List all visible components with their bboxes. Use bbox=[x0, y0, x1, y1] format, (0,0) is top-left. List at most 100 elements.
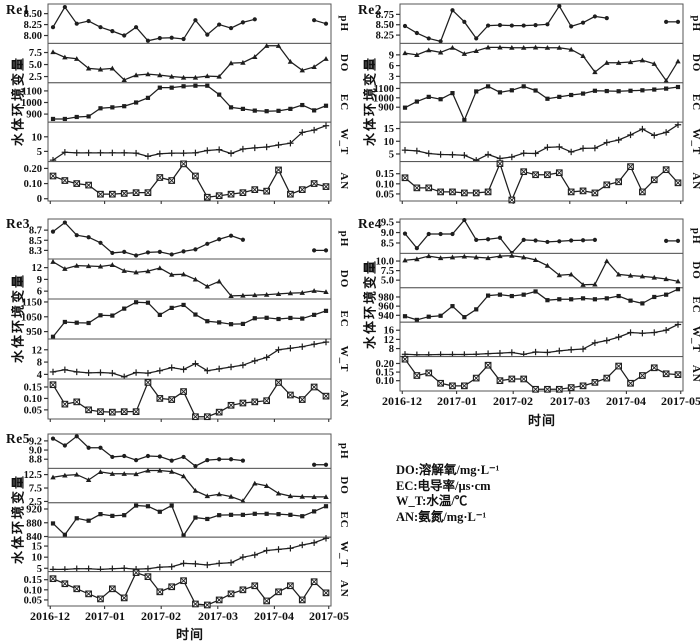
y-tick-label: 980 bbox=[378, 292, 394, 303]
y-tick-label: 880 bbox=[26, 518, 42, 529]
subchart-frame bbox=[48, 4, 331, 43]
data-point-square bbox=[87, 321, 91, 325]
y-tick-label: 2.5 bbox=[29, 72, 42, 83]
y-axis-label-re5: 水体环境变量 bbox=[8, 474, 27, 564]
x-tick-label: 2016-12 bbox=[382, 394, 422, 409]
subchart-unit-label: EC bbox=[338, 94, 350, 111]
data-point-circle bbox=[510, 23, 514, 27]
y-tick-label: 0 bbox=[37, 194, 42, 205]
y-tick-label: 920 bbox=[26, 504, 42, 515]
data-point-square bbox=[288, 513, 292, 517]
data-point-circle bbox=[545, 240, 549, 244]
data-point-circle bbox=[98, 446, 102, 450]
data-point-circle bbox=[134, 25, 138, 29]
data-point-square bbox=[439, 314, 443, 318]
data-point-square bbox=[193, 312, 197, 316]
data-point-circle bbox=[87, 446, 91, 450]
data-point-square bbox=[676, 85, 680, 89]
y-tick-label: 0.20 bbox=[24, 164, 42, 175]
subchart-unit-label: DO bbox=[690, 54, 700, 73]
data-point-circle bbox=[122, 454, 126, 458]
data-point-square bbox=[146, 96, 150, 100]
data-point-square bbox=[122, 104, 126, 108]
subchart-unit-label: W_T bbox=[338, 346, 350, 373]
data-point-circle bbox=[87, 235, 91, 239]
data-point-square bbox=[640, 88, 644, 92]
data-point-circle bbox=[63, 443, 67, 447]
data-point-square bbox=[276, 512, 280, 516]
y-tick-label: 8.50 bbox=[376, 20, 394, 31]
data-point-square bbox=[51, 335, 55, 339]
subchart-unit-label: DO bbox=[338, 476, 350, 495]
y-tick-label: 8.3 bbox=[29, 246, 42, 257]
subchart-unit-label: DO bbox=[690, 261, 700, 280]
data-point-circle bbox=[439, 39, 443, 43]
subchart-unit-label: AN bbox=[338, 390, 350, 408]
re5-do-subchart: 2.57.512.5DO bbox=[24, 468, 350, 508]
data-point-circle bbox=[533, 238, 537, 242]
data-point-square bbox=[312, 509, 316, 513]
data-point-square bbox=[146, 301, 150, 305]
data-point-square bbox=[205, 84, 209, 88]
data-point-square bbox=[617, 294, 621, 298]
x-tick-label: 2017-03 bbox=[550, 394, 590, 409]
data-point-square bbox=[300, 316, 304, 320]
data-point-square bbox=[110, 105, 114, 109]
data-point-square bbox=[312, 108, 316, 112]
y-axis-label-re1: 水体环境变量 bbox=[8, 56, 27, 146]
data-point-circle bbox=[593, 238, 597, 242]
subchart-frame bbox=[400, 219, 683, 253]
data-point-circle bbox=[158, 250, 162, 254]
data-point-circle bbox=[241, 238, 245, 242]
data-point-square bbox=[324, 504, 328, 508]
data-point-circle bbox=[63, 5, 67, 9]
y-tick-label: 4 bbox=[37, 370, 43, 381]
data-point-circle bbox=[205, 458, 209, 462]
data-point-circle bbox=[522, 238, 526, 242]
data-point-square bbox=[122, 513, 126, 517]
data-point-square bbox=[300, 103, 304, 107]
y-tick-label: 8 bbox=[37, 358, 42, 369]
data-point-square bbox=[510, 294, 514, 298]
data-point-square bbox=[288, 107, 292, 111]
data-point-square bbox=[170, 86, 174, 90]
data-point-square bbox=[415, 99, 419, 103]
data-point-square bbox=[134, 100, 138, 104]
data-point-square bbox=[217, 93, 221, 97]
data-point-circle bbox=[110, 455, 114, 459]
data-point-square bbox=[265, 316, 269, 320]
data-point-square bbox=[640, 301, 644, 305]
data-point-square bbox=[605, 296, 609, 300]
x-tick-label: 2017-05 bbox=[309, 609, 349, 624]
data-point-square bbox=[170, 503, 174, 507]
data-point-square bbox=[253, 512, 257, 516]
y-tick-label: 8.25 bbox=[376, 31, 394, 42]
subchart-frame bbox=[48, 219, 331, 259]
data-point-square bbox=[253, 316, 257, 320]
re1-do-subchart: 2.55.07.5DO bbox=[29, 43, 350, 86]
panel-title-re2: Re2 bbox=[358, 2, 382, 18]
data-point-square bbox=[569, 93, 573, 97]
data-point-square bbox=[110, 514, 114, 518]
subchart-frame bbox=[48, 434, 331, 468]
data-point-square bbox=[253, 109, 257, 113]
y-tick-label: 0.10 bbox=[24, 179, 42, 190]
data-point-square bbox=[593, 89, 597, 93]
data-point-square bbox=[522, 293, 526, 297]
data-point-circle bbox=[205, 33, 209, 37]
panel-title-re1: Re1 bbox=[6, 2, 30, 18]
data-point-square bbox=[158, 313, 162, 317]
subchart-frame bbox=[400, 122, 683, 161]
data-point-square bbox=[439, 97, 443, 101]
